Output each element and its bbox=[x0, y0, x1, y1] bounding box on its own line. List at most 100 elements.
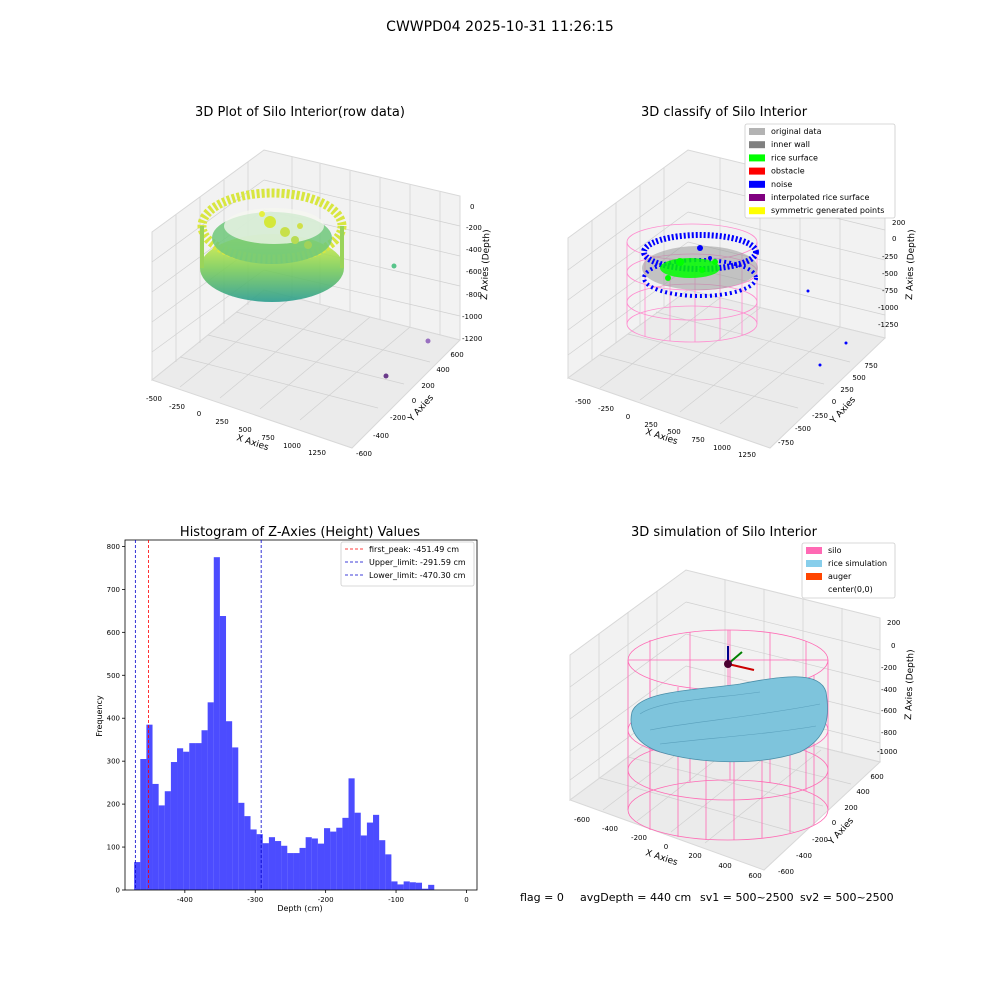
histogram-frame bbox=[124, 539, 478, 891]
histogram-ylabel: Frequency bbox=[95, 695, 104, 737]
simulation-xtick: -200 bbox=[631, 834, 647, 842]
classify-ztick: -500 bbox=[882, 270, 898, 278]
raw-xtick: 750 bbox=[261, 434, 274, 442]
raw-ztick: -200 bbox=[466, 224, 482, 232]
raw-ztick: -400 bbox=[466, 246, 482, 254]
raw-floor bbox=[150, 289, 461, 449]
simulation-title: 3D simulation of Silo Interior bbox=[631, 525, 818, 540]
histogram-bar bbox=[415, 882, 423, 890]
raw-xtick: 1250 bbox=[308, 449, 326, 457]
simulation-legend-swatch bbox=[806, 573, 822, 580]
histogram-bar bbox=[409, 882, 416, 890]
histogram-bar bbox=[244, 816, 251, 890]
histogram-xtick-label: -100 bbox=[388, 896, 404, 904]
raw-point-cloud bbox=[197, 188, 431, 379]
raw-xtick: 500 bbox=[238, 426, 251, 434]
simulation-ytick: 400 bbox=[856, 788, 869, 796]
classify-legend-label: original data bbox=[771, 127, 822, 136]
histogram-bar bbox=[422, 888, 429, 890]
classify-xtick: 750 bbox=[691, 436, 704, 444]
panel-classify: 3D classify of Silo Interior bbox=[566, 105, 917, 459]
panel-raw: 3D Plot of Silo Interior(row data) bbox=[146, 105, 492, 458]
simulation-legend-swatch bbox=[806, 586, 822, 593]
sv2-value: sv2 = 500~2500 bbox=[800, 891, 894, 904]
simulation-ytick: -200 bbox=[812, 836, 828, 844]
classify-floor bbox=[566, 289, 887, 449]
raw-ztick: 0 bbox=[470, 203, 474, 211]
histogram-bar bbox=[299, 847, 306, 890]
classify-legend-label: symmetric generated points bbox=[771, 206, 884, 215]
classify-ytick: -750 bbox=[778, 439, 794, 447]
histogram-bar bbox=[250, 829, 257, 890]
histogram-bar bbox=[226, 721, 233, 890]
raw-xtick: -250 bbox=[169, 403, 185, 411]
simulation-xtick: -600 bbox=[574, 816, 590, 824]
classify-xtick: 0 bbox=[626, 413, 630, 421]
histogram-bar bbox=[403, 881, 410, 890]
raw-xtick: 250 bbox=[215, 418, 228, 426]
simulation-legend-label: center(0,0) bbox=[828, 585, 873, 594]
classify-ytick: 500 bbox=[852, 374, 865, 382]
histogram-bar bbox=[146, 724, 153, 890]
histogram-bar bbox=[219, 616, 227, 890]
histogram-bar bbox=[385, 854, 392, 890]
raw-ytick: -200 bbox=[390, 414, 406, 422]
simulation-ytick: 0 bbox=[832, 819, 836, 827]
simulation-xtick: 0 bbox=[664, 843, 668, 851]
simulation-ylabel: Y Axies bbox=[826, 816, 856, 848]
simulation-ytick: -400 bbox=[796, 852, 812, 860]
classify-legend: original data inner wall rice surface obsta… bbox=[744, 123, 896, 219]
classify-ztick: 0 bbox=[892, 235, 896, 243]
raw-zlabel: Z Axies (Depth) bbox=[480, 229, 492, 300]
histogram-bar bbox=[354, 812, 361, 890]
histogram-bar bbox=[360, 835, 367, 890]
histogram-bar bbox=[195, 743, 202, 890]
simulation-zlabel: Z Axies (Depth) bbox=[904, 649, 916, 720]
histogram-ytick-label: 0 bbox=[116, 887, 120, 895]
classify-legend-swatch bbox=[749, 128, 765, 135]
histogram-bar bbox=[311, 838, 318, 890]
histogram-xtick-label: -400 bbox=[177, 896, 193, 904]
histogram-bar bbox=[201, 730, 208, 890]
histogram-bar bbox=[379, 840, 386, 890]
histogram-legend: first_peak: -451.49 cm Upper_limit: -291.… bbox=[340, 541, 475, 587]
flag-value: flag = 0 bbox=[520, 891, 564, 904]
histogram-bar bbox=[391, 881, 398, 890]
histogram-bar bbox=[348, 778, 355, 890]
simulation-xtick: -400 bbox=[602, 825, 618, 833]
histogram-bar bbox=[158, 805, 165, 890]
classify-legend-swatch bbox=[749, 180, 765, 188]
histogram-bar bbox=[330, 831, 337, 890]
classify-title: 3D classify of Silo Interior bbox=[641, 105, 808, 120]
simulation-legend: silo rice simulation auger center(0,0) bbox=[801, 542, 896, 599]
raw-ytick: 200 bbox=[421, 382, 434, 390]
histogram-ytick-label: 800 bbox=[107, 543, 120, 551]
classify-ytick: 750 bbox=[864, 362, 877, 370]
histogram-bar bbox=[373, 814, 380, 890]
classify-ztick: 200 bbox=[892, 219, 905, 227]
histogram-bar bbox=[366, 822, 374, 890]
raw-ytick: 0 bbox=[412, 397, 416, 405]
histogram-bar bbox=[256, 834, 263, 890]
raw-ytick: 400 bbox=[436, 366, 449, 374]
histogram-bar bbox=[232, 747, 239, 890]
classify-point-cloud bbox=[641, 232, 848, 367]
sv1-value: sv1 = 500~2500 bbox=[700, 891, 794, 904]
histogram-bar bbox=[293, 853, 300, 890]
figure-suptitle: CWWPD04 2025-10-31 11:26:15 bbox=[386, 19, 614, 35]
histogram-bar bbox=[268, 837, 276, 890]
histogram-bar bbox=[238, 802, 245, 890]
simulation-ztick: -200 bbox=[881, 664, 897, 672]
classify-xtick: -500 bbox=[575, 398, 591, 406]
simulation-legend-label: auger bbox=[828, 572, 852, 581]
histogram-bar bbox=[134, 862, 141, 890]
classify-zlabel: Z Axies (Depth) bbox=[905, 229, 917, 300]
simulation-ztick: 0 bbox=[891, 642, 895, 650]
simulation-legend-swatch bbox=[806, 560, 822, 567]
classify-xtick: -250 bbox=[598, 405, 614, 413]
histogram-xtick-label: -300 bbox=[247, 896, 263, 904]
histogram-ytick-label: 600 bbox=[107, 629, 120, 637]
classify-legend-label: inner wall bbox=[771, 140, 810, 149]
classify-ztick: -1250 bbox=[878, 321, 898, 329]
